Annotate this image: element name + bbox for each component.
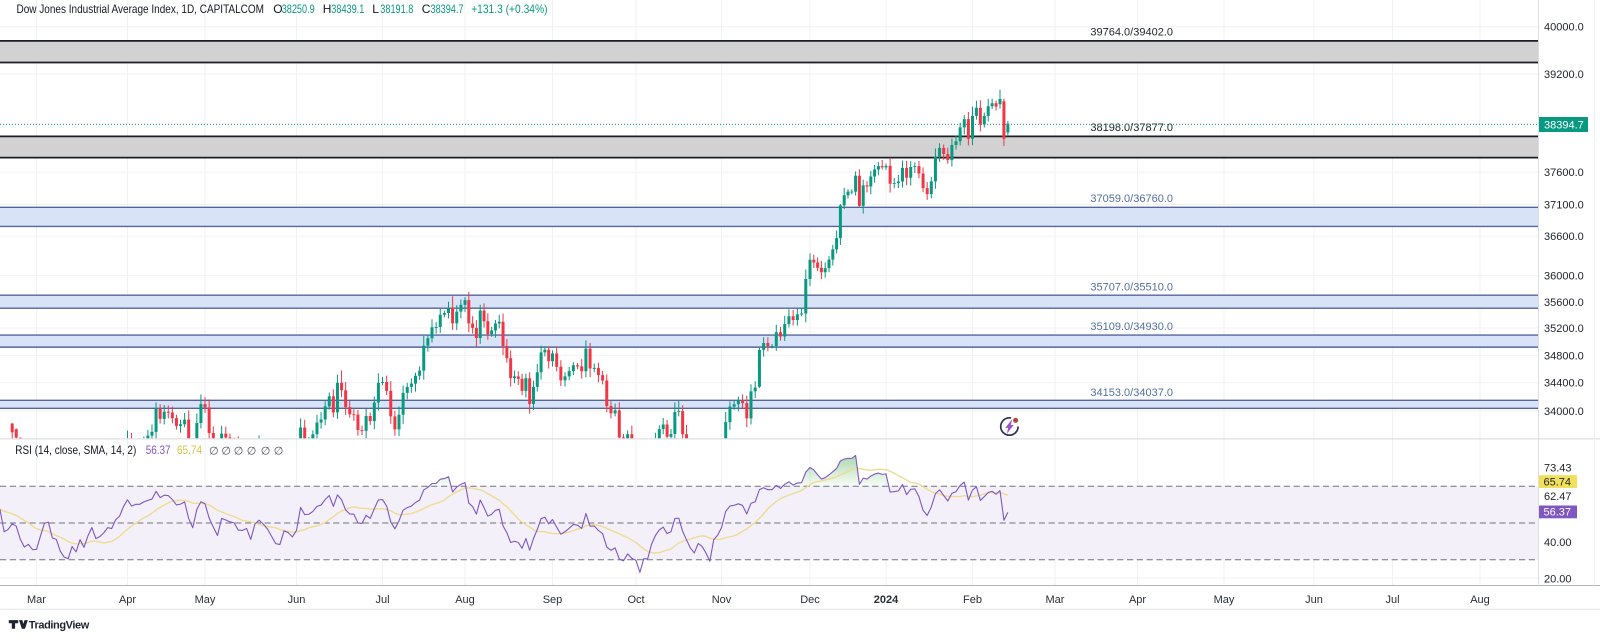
svg-text:H: H: [323, 2, 332, 16]
svg-text:39764.0/39402.0: 39764.0/39402.0: [1090, 26, 1173, 38]
svg-text:37600.0: 37600.0: [1544, 167, 1584, 179]
svg-text:20.00: 20.00: [1544, 574, 1572, 586]
svg-text:38394.7: 38394.7: [431, 2, 464, 16]
svg-text:39200.0: 39200.0: [1544, 69, 1584, 81]
svg-text:∅: ∅: [261, 446, 271, 458]
svg-text:Dec: Dec: [800, 594, 820, 606]
svg-text:40000.0: 40000.0: [1544, 22, 1584, 34]
svg-text:34800.0: 34800.0: [1544, 350, 1584, 362]
svg-text:Oct: Oct: [627, 594, 644, 606]
svg-text:62.47: 62.47: [1544, 491, 1572, 503]
svg-text:35200.0: 35200.0: [1544, 323, 1584, 335]
svg-text:May: May: [195, 594, 216, 606]
svg-text:2024: 2024: [874, 594, 899, 606]
svg-text:Apr: Apr: [119, 594, 136, 606]
svg-text:Jun: Jun: [1305, 594, 1323, 606]
svg-text:65.74: 65.74: [177, 443, 202, 457]
svg-text:36000.0: 36000.0: [1544, 271, 1584, 283]
svg-text:Jul: Jul: [1385, 594, 1399, 606]
svg-text:Jun: Jun: [288, 594, 306, 606]
svg-text:∅: ∅: [247, 446, 257, 458]
svg-text:37100.0: 37100.0: [1544, 199, 1584, 211]
svg-text:Dow Jones Industrial Average I: Dow Jones Industrial Average Index, 1D, …: [17, 2, 265, 16]
svg-text:Mar: Mar: [27, 594, 46, 606]
svg-text:Apr: Apr: [1129, 594, 1146, 606]
svg-text:Sep: Sep: [543, 594, 563, 606]
svg-text:36600.0: 36600.0: [1544, 231, 1584, 243]
svg-text:35600.0: 35600.0: [1544, 297, 1584, 309]
svg-text:∅: ∅: [221, 446, 231, 458]
svg-text:56.37: 56.37: [1544, 507, 1572, 519]
svg-text:O: O: [273, 2, 282, 16]
svg-text:56.37: 56.37: [146, 443, 171, 457]
svg-text:34153.0/34037.0: 34153.0/34037.0: [1090, 387, 1173, 399]
svg-text:35109.0/34930.0: 35109.0/34930.0: [1090, 321, 1173, 333]
svg-text:May: May: [1214, 594, 1235, 606]
svg-text:Feb: Feb: [963, 594, 982, 606]
svg-text:RSI (14, close, SMA, 14, 2): RSI (14, close, SMA, 14, 2): [15, 443, 136, 457]
svg-text:∅: ∅: [209, 446, 219, 458]
svg-text:38439.1: 38439.1: [331, 2, 364, 16]
svg-text:40.00: 40.00: [1544, 537, 1572, 549]
svg-text:Aug: Aug: [455, 594, 475, 606]
svg-text:Mar: Mar: [1046, 594, 1065, 606]
svg-text:38250.9: 38250.9: [282, 2, 315, 16]
svg-text:+131.3 (+0.34%): +131.3 (+0.34%): [471, 2, 547, 16]
svg-text:34400.0: 34400.0: [1544, 378, 1584, 390]
svg-text:73.43: 73.43: [1544, 462, 1572, 474]
svg-text:∅: ∅: [234, 446, 244, 458]
svg-text:65.74: 65.74: [1544, 476, 1572, 488]
svg-text:TradingView: TradingView: [29, 620, 90, 632]
svg-text:38191.8: 38191.8: [380, 2, 413, 16]
svg-text:35707.0/35510.0: 35707.0/35510.0: [1090, 281, 1173, 293]
svg-text:37059.0/36760.0: 37059.0/36760.0: [1090, 193, 1173, 205]
svg-text:Nov: Nov: [712, 594, 732, 606]
svg-text:38198.0/37877.0: 38198.0/37877.0: [1090, 122, 1173, 134]
svg-text:34000.0: 34000.0: [1544, 406, 1584, 418]
svg-text:∅: ∅: [274, 446, 284, 458]
svg-text:C: C: [422, 2, 431, 16]
svg-text:38394.7: 38394.7: [1544, 120, 1584, 132]
svg-text:Jul: Jul: [375, 594, 389, 606]
svg-text:L: L: [372, 2, 379, 16]
svg-text:Aug: Aug: [1470, 594, 1490, 606]
